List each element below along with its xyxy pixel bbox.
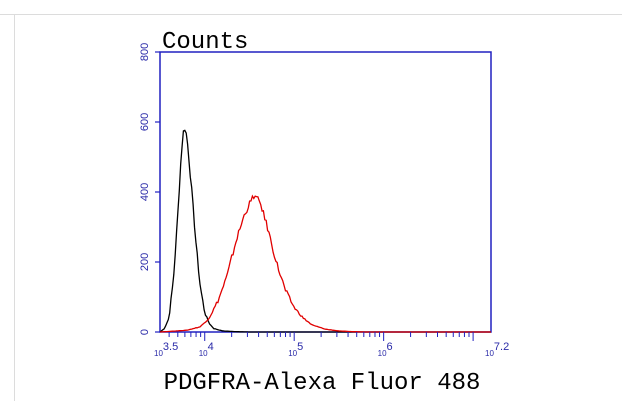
series-line-2 bbox=[159, 194, 491, 333]
ticks-layer: 0 200 400 600 800 103.5 104 105 106 107.2 bbox=[139, 43, 509, 358]
x-tick-label: 106 bbox=[378, 341, 393, 358]
series-line-1 bbox=[159, 129, 491, 333]
y-tick-label: 800 bbox=[139, 43, 151, 61]
y-tick-label: 400 bbox=[139, 183, 151, 201]
plot-frame bbox=[159, 51, 492, 333]
frame-top-border bbox=[0, 14, 622, 15]
chart-title: Counts bbox=[162, 29, 248, 56]
x-tick-label: 104 bbox=[199, 341, 214, 358]
x-tick-label: 105 bbox=[288, 341, 303, 358]
frame-left-border bbox=[14, 14, 15, 401]
y-tick-label: 600 bbox=[139, 113, 151, 131]
x-tick-label: 107.2 bbox=[485, 341, 509, 358]
axes-layer bbox=[159, 51, 492, 333]
y-tick-label: 200 bbox=[139, 253, 151, 271]
series-layer bbox=[159, 129, 491, 333]
y-tick-label: 0 bbox=[139, 329, 151, 335]
x-tick-label: 103.5 bbox=[154, 341, 178, 358]
x-axis-label: PDGFRA-Alexa Fluor 488 bbox=[164, 370, 481, 397]
